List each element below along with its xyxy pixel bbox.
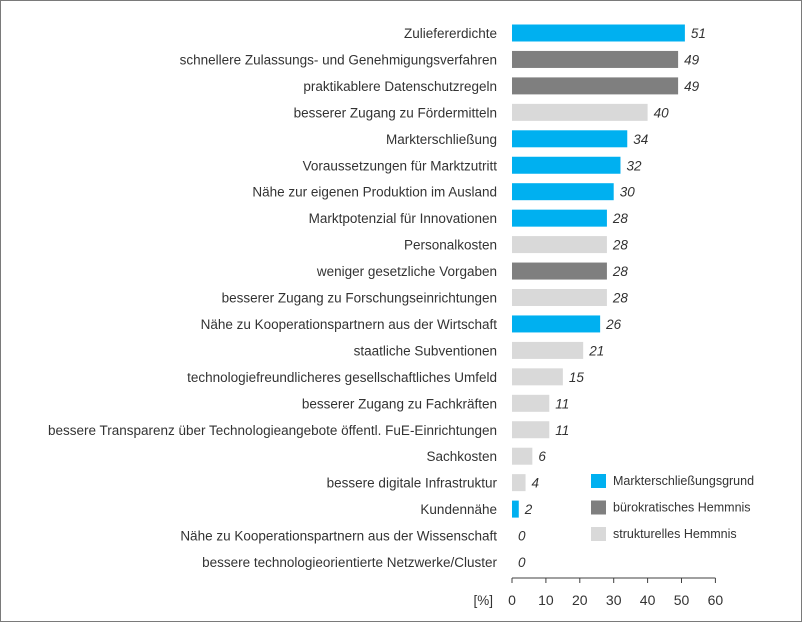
value-label: 49 bbox=[684, 52, 700, 67]
legend-label: Markterschließungsgrund bbox=[613, 474, 754, 488]
value-label: 28 bbox=[612, 264, 629, 279]
unit-label: [%] bbox=[473, 593, 493, 608]
value-label: 34 bbox=[633, 132, 648, 147]
value-label: 4 bbox=[532, 476, 540, 491]
value-label: 30 bbox=[620, 185, 636, 200]
category-label: Zuliefererdichte bbox=[404, 26, 497, 41]
x-tick-label: 30 bbox=[606, 592, 622, 608]
value-label: 40 bbox=[654, 105, 670, 120]
bar bbox=[512, 447, 533, 465]
bar bbox=[512, 500, 519, 518]
legend-swatch bbox=[591, 527, 606, 541]
value-label: 21 bbox=[588, 343, 604, 358]
value-label: 2 bbox=[524, 502, 533, 517]
category-label: Nähe zu Kooperationspartnern aus der Wis… bbox=[180, 529, 497, 544]
category-label: bessere Transparenz über Technologieange… bbox=[48, 423, 497, 438]
category-label: weniger gesetzliche Vorgaben bbox=[316, 264, 497, 279]
bar bbox=[512, 262, 607, 280]
legend-label: strukturelles Hemmnis bbox=[613, 527, 737, 541]
x-tick-label: 60 bbox=[708, 592, 724, 608]
bar bbox=[512, 209, 607, 227]
category-label: Markterschließung bbox=[386, 132, 497, 147]
category-label: bessere technologieorientierte Netzwerke… bbox=[202, 555, 497, 570]
category-label: technologiefreundlicheres gesellschaftli… bbox=[187, 370, 497, 385]
bar bbox=[512, 394, 550, 412]
value-label: 11 bbox=[555, 396, 569, 411]
bar bbox=[512, 474, 526, 492]
x-tick-label: 20 bbox=[572, 592, 588, 608]
bar bbox=[512, 24, 685, 42]
category-label: praktikablere Datenschutzregeln bbox=[303, 79, 497, 94]
x-tick-label: 50 bbox=[674, 592, 690, 608]
bar bbox=[512, 130, 628, 148]
value-label: 51 bbox=[691, 26, 706, 41]
value-label: 28 bbox=[612, 211, 629, 226]
value-label: 0 bbox=[518, 529, 526, 544]
category-label: bessere digitale Infrastruktur bbox=[327, 476, 498, 491]
category-label: Sachkosten bbox=[426, 449, 497, 464]
category-label: schnellere Zulassungs- und Genehmigungsv… bbox=[180, 52, 497, 67]
category-label: Nähe zur eigenen Produktion im Ausland bbox=[252, 185, 497, 200]
category-label: Marktpotenzial für Innovationen bbox=[309, 211, 497, 226]
bar bbox=[512, 77, 679, 95]
legend-swatch bbox=[591, 500, 606, 515]
bar bbox=[512, 289, 607, 306]
value-label: 0 bbox=[518, 555, 526, 570]
value-label: 26 bbox=[605, 317, 622, 332]
value-label: 49 bbox=[684, 79, 700, 94]
bar bbox=[512, 236, 607, 254]
bar bbox=[512, 341, 584, 359]
bar bbox=[512, 103, 648, 121]
category-label: besserer Zugang zu Fachkräften bbox=[302, 396, 497, 411]
category-label: besserer Zugang zu Forschungseinrichtung… bbox=[222, 291, 497, 306]
category-label: besserer Zugang zu Fördermitteln bbox=[294, 105, 497, 120]
value-label: 28 bbox=[612, 238, 629, 253]
bar bbox=[512, 50, 679, 68]
legend-label: bürokratisches Hemmnis bbox=[613, 501, 751, 515]
category-label: Voraussetzungen für Marktzutritt bbox=[303, 158, 498, 173]
bar bbox=[512, 156, 621, 174]
category-label: Personalkosten bbox=[404, 238, 497, 253]
x-tick-label: 40 bbox=[640, 592, 656, 608]
category-label: staatliche Subventionen bbox=[354, 343, 497, 358]
category-label: Nähe zu Kooperationspartnern aus der Wir… bbox=[201, 317, 498, 332]
value-label: 28 bbox=[612, 291, 629, 306]
bar bbox=[512, 183, 614, 201]
bar bbox=[512, 421, 550, 439]
category-label: Kundennähe bbox=[420, 502, 497, 517]
value-label: 32 bbox=[626, 158, 642, 173]
bar bbox=[512, 368, 563, 386]
value-label: 11 bbox=[555, 423, 569, 438]
legend-swatch bbox=[591, 474, 606, 488]
x-tick-label: 0 bbox=[508, 592, 516, 608]
value-label: 6 bbox=[538, 449, 546, 464]
value-label: 15 bbox=[569, 370, 585, 385]
x-tick-label: 10 bbox=[538, 592, 554, 608]
bar bbox=[512, 315, 601, 333]
